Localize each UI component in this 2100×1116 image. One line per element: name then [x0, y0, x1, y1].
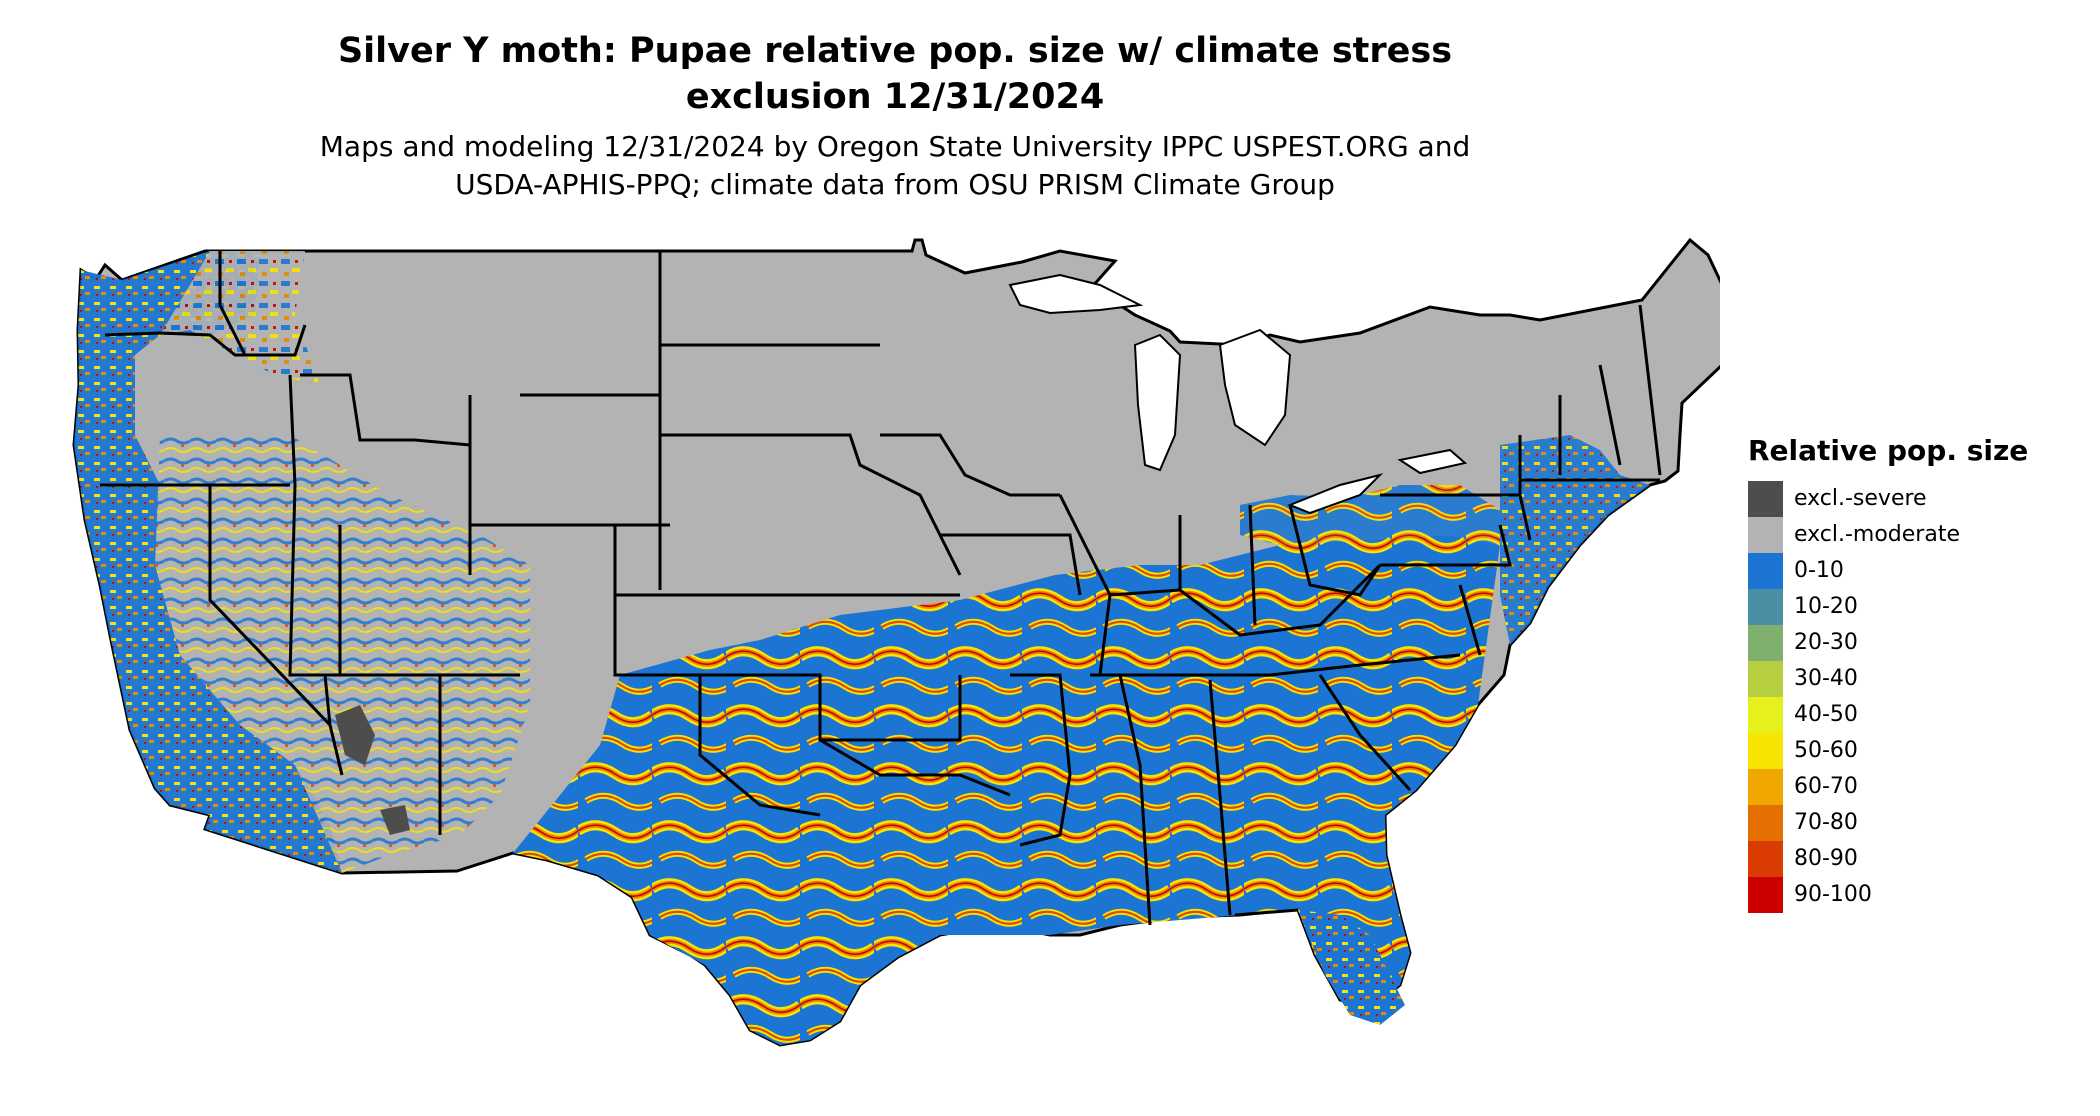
- legend-label: 30-40: [1794, 666, 1858, 691]
- state-border: [1234, 908, 1299, 917]
- map-subtitle-line-2: USDA-APHIS-PPQ; climate data from OSU PR…: [455, 168, 1335, 201]
- legend-swatch: [1748, 733, 1783, 769]
- state-border: [1638, 304, 1662, 476]
- map-subtitle-line-1: Maps and modeling 12/31/2024 by Oregon S…: [319, 130, 1471, 163]
- state-border: [1109, 563, 1382, 637]
- legend-item: 40-50: [1748, 697, 2088, 733]
- state-border: [1248, 504, 1257, 626]
- legend-swatch: [1748, 805, 1783, 841]
- state-border: [104, 324, 307, 357]
- state-border: [1458, 584, 1482, 656]
- legend-label: excl.-moderate: [1794, 522, 1960, 547]
- lake-superior: [1008, 273, 1144, 315]
- state-border: [880, 433, 1060, 497]
- legend-items: excl.-severe excl.-moderate 0-10 10-20 2…: [1748, 481, 2088, 913]
- pacific-coast-band: [74, 251, 342, 873]
- legend-label: 50-60: [1794, 738, 1858, 763]
- northeast-coast-strip: [1500, 435, 1650, 645]
- state-border: [698, 675, 821, 817]
- state-border: [819, 738, 1011, 797]
- us-map: [60, 235, 1720, 1115]
- state-border: [1118, 674, 1152, 926]
- state-border: [940, 533, 1082, 596]
- legend-label: 70-80: [1794, 810, 1858, 835]
- state-border: [613, 525, 700, 677]
- severe-exclusion-patch: [380, 805, 410, 835]
- legend-swatch: [1748, 769, 1783, 805]
- legend-item: 60-70: [1748, 769, 2088, 805]
- state-border: [1598, 364, 1622, 466]
- state-border: [218, 251, 247, 356]
- map-title-line-1: Silver Y moth: Pupae relative pop. size …: [337, 31, 1453, 71]
- northwest-interior-band: [160, 251, 320, 385]
- map-title-line-2: exclusion 12/31/2024: [685, 77, 1105, 117]
- florida-peninsula-fill: [1298, 910, 1405, 1025]
- legend-swatch: [1748, 697, 1783, 733]
- state-border: [300, 373, 471, 447]
- map-title: Silver Y moth: Pupae relative pop. size …: [0, 28, 1790, 120]
- lake-michigan: [1133, 333, 1182, 472]
- state-border: [1208, 679, 1232, 916]
- legend-label: 10-20: [1794, 594, 1858, 619]
- state-border: [1318, 674, 1412, 792]
- map-legend: Relative pop. size excl.-severe excl.-mo…: [1748, 433, 2088, 913]
- legend-swatch: [1748, 841, 1783, 877]
- lake-ontario: [1397, 448, 1468, 475]
- legend-label: 90-100: [1794, 882, 1872, 907]
- lake-huron: [1218, 328, 1292, 447]
- legend-swatch: [1748, 553, 1783, 589]
- legend-item: excl.-severe: [1748, 481, 2088, 517]
- legend-item: 50-60: [1748, 733, 2088, 769]
- legend-item: 70-80: [1748, 805, 2088, 841]
- legend-item: 20-30: [1748, 625, 2088, 661]
- legend-swatch: [1748, 661, 1783, 697]
- severe-exclusion-patch: [335, 705, 375, 765]
- legend-title: Relative pop. size: [1748, 434, 2029, 467]
- southwest-band: [155, 435, 530, 873]
- state-border: [208, 485, 344, 776]
- state-border: [1010, 673, 1072, 847]
- legend-label: 0-10: [1794, 558, 1844, 583]
- lake-erie: [1287, 473, 1384, 515]
- legend-label: 80-90: [1794, 846, 1858, 871]
- legend-label: 20-30: [1794, 630, 1858, 655]
- legend-label: 40-50: [1794, 702, 1858, 727]
- legend-item: 0-10: [1748, 553, 2088, 589]
- legend-item: 10-20: [1748, 589, 2088, 625]
- state-border: [1288, 504, 1382, 597]
- us-map-svg: [72, 237, 1720, 1047]
- state-border: [658, 251, 962, 576]
- state-borders: [100, 251, 1662, 926]
- legend-label: excl.-severe: [1794, 486, 1927, 511]
- legend-item: 90-100: [1748, 877, 2088, 913]
- legend-label: 60-70: [1794, 774, 1858, 799]
- legend-swatch: [1748, 877, 1783, 913]
- state-border: [1090, 653, 1461, 677]
- southeast-band: [513, 535, 1500, 1045]
- legend-swatch: [1748, 589, 1783, 625]
- state-border: [1380, 524, 1512, 567]
- legend-swatch: [1748, 517, 1783, 553]
- map-subtitle: Maps and modeling 12/31/2024 by Oregon S…: [0, 128, 1790, 204]
- legend-swatch: [1748, 625, 1783, 661]
- legend-item: excl.-moderate: [1748, 517, 2088, 553]
- legend-swatch: [1748, 481, 1783, 517]
- legend-item: 80-90: [1748, 841, 2088, 877]
- legend-item: 30-40: [1748, 661, 2088, 697]
